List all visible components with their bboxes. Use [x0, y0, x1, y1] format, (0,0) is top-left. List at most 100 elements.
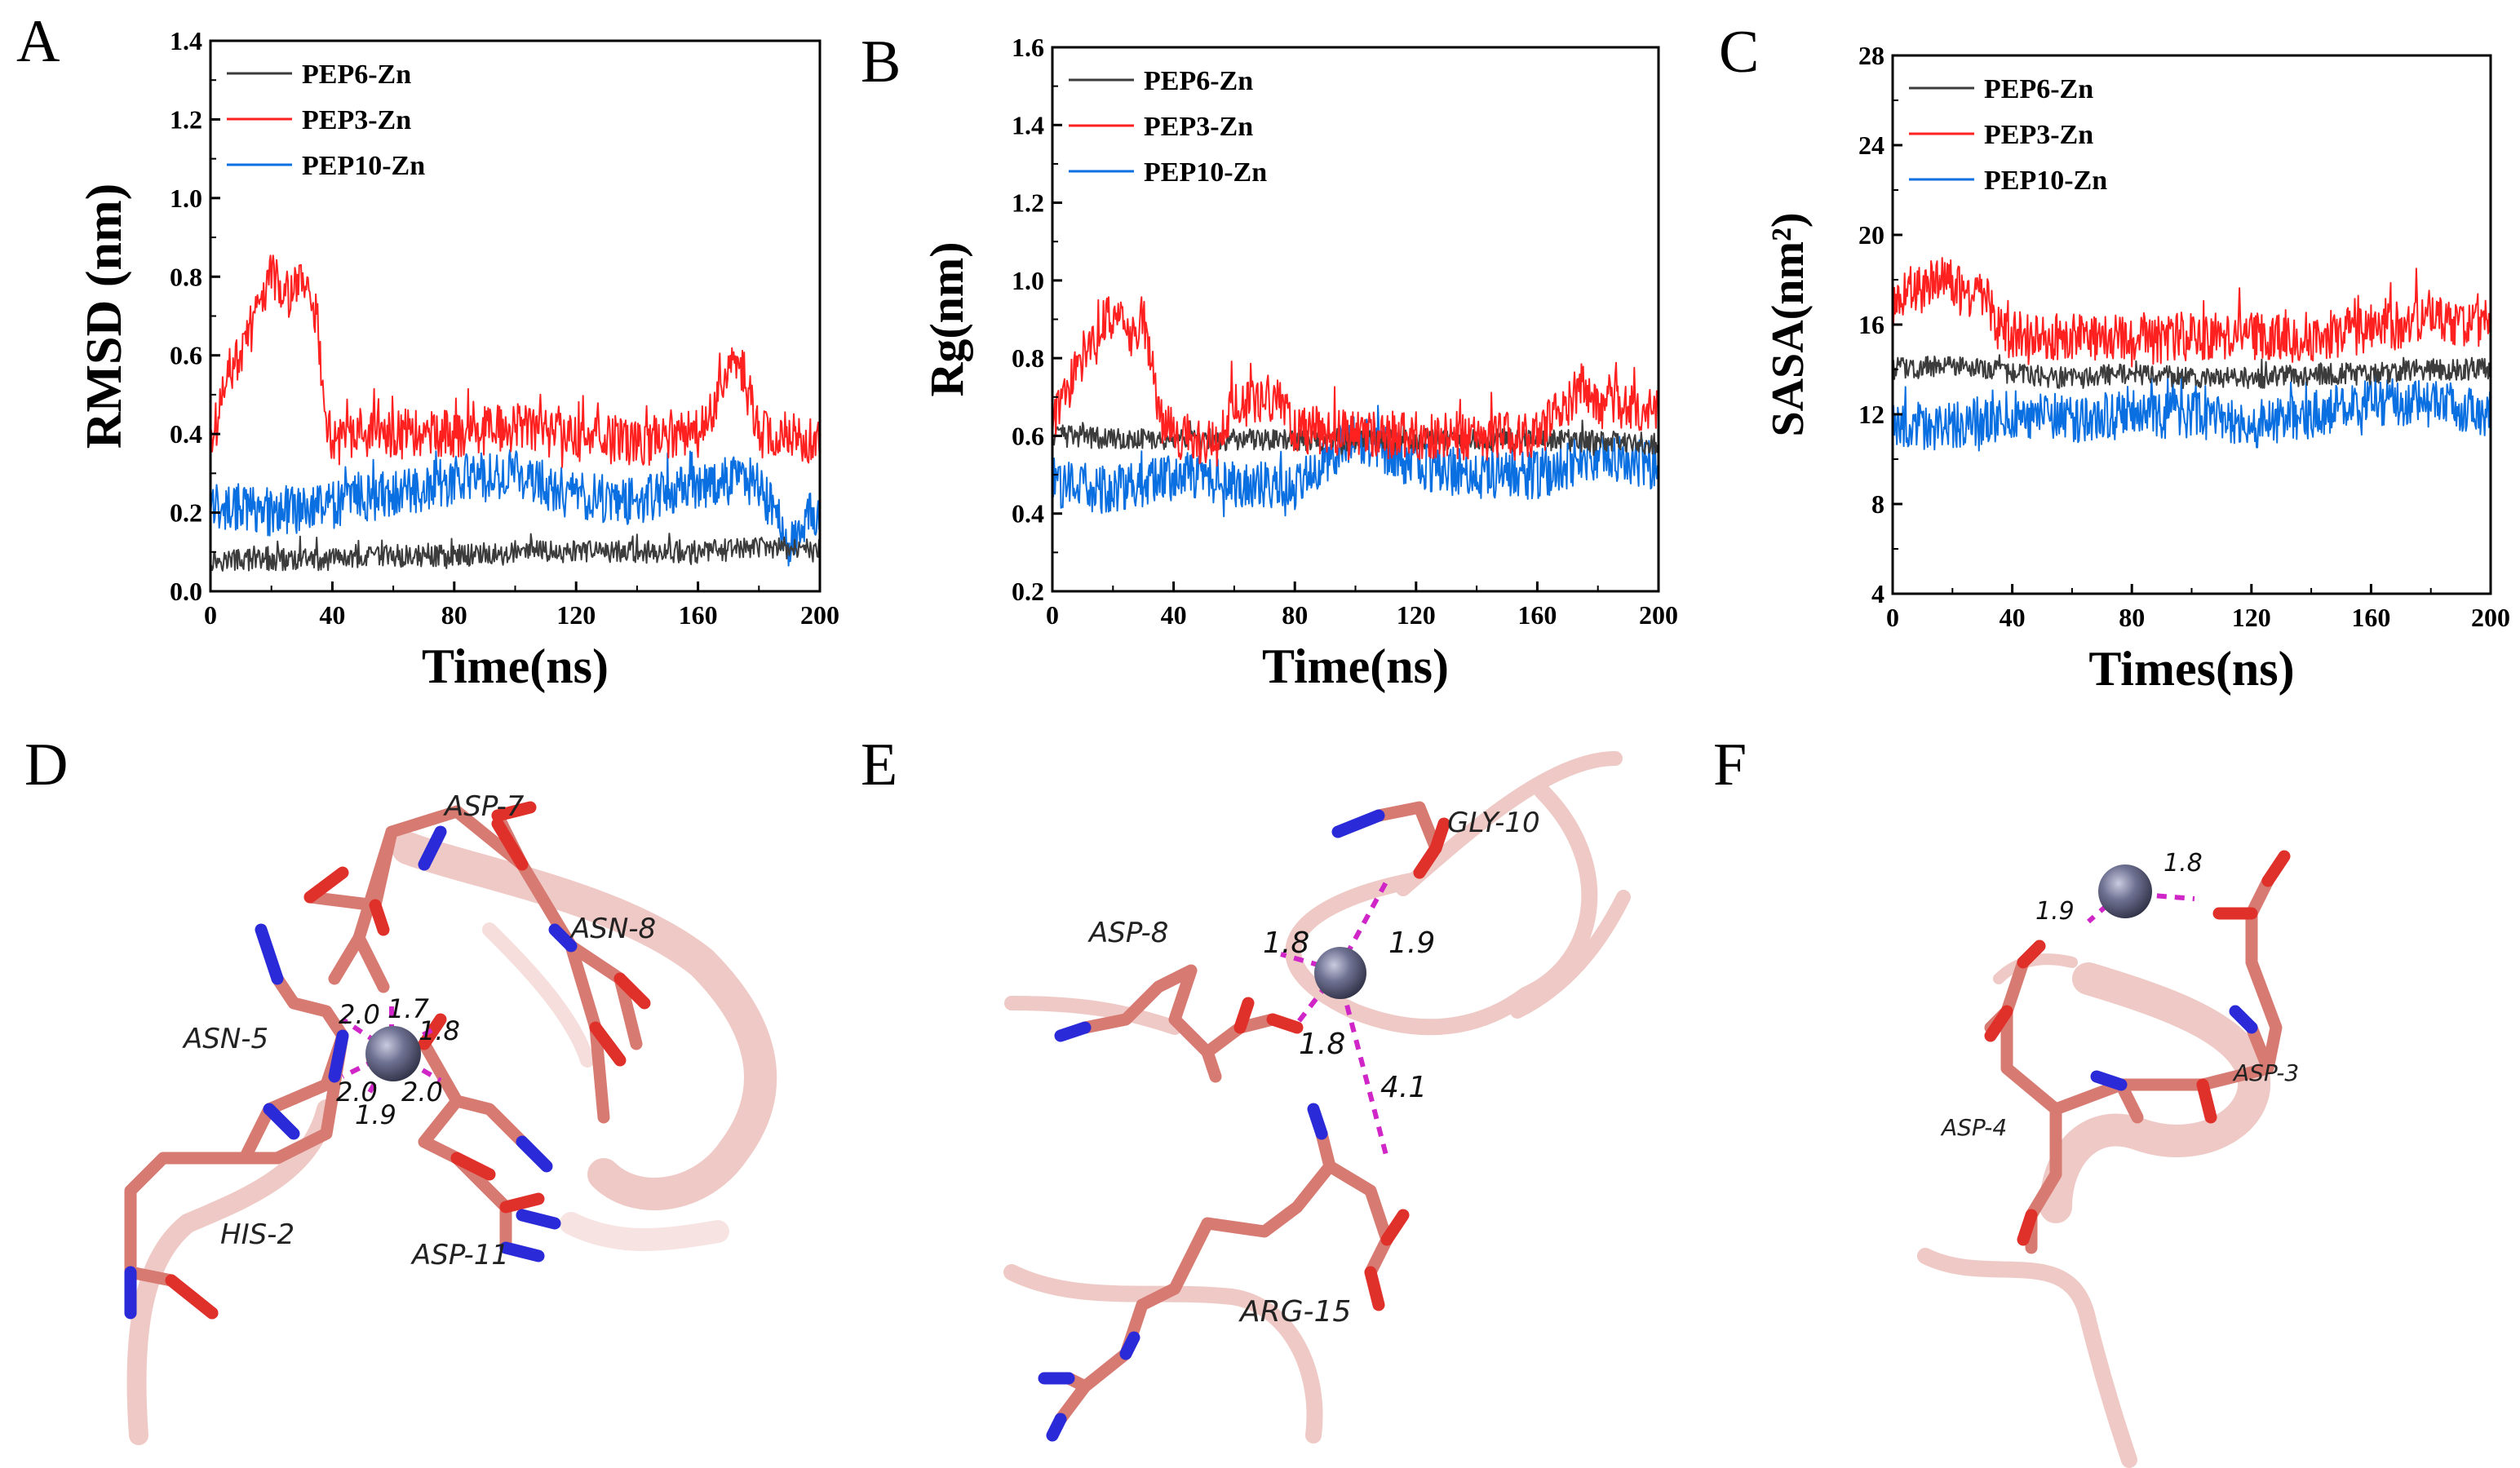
residue-label: ASP-4: [1940, 1114, 2007, 1141]
distance-label: 2.0: [336, 1077, 378, 1108]
y-tick-label: 0.6: [1012, 421, 1044, 450]
pep6-series-line: [210, 533, 821, 572]
pep10-legend-label: PEP10-Zn: [1984, 166, 2107, 196]
distance-label: 1.7: [388, 993, 430, 1024]
x-tick-label: 0: [1886, 603, 1899, 632]
distance-label: 1.8: [1299, 1028, 1345, 1061]
x-tick-label: 200: [800, 600, 839, 630]
y-tick-label: 0.6: [170, 341, 202, 370]
pep3-legend-label: PEP3-Zn: [1144, 112, 1253, 142]
residue-label: ASP-8: [1087, 917, 1168, 949]
distance-label: 1.9: [355, 1099, 396, 1130]
pep10-series-line: [210, 449, 821, 567]
y-tick-label: 20: [1858, 220, 1884, 250]
y-tick-label: 4: [1871, 579, 1884, 608]
x-tick-label: 40: [319, 600, 345, 630]
y-tick-label: 16: [1858, 310, 1884, 339]
x-tick-label: 160: [1517, 600, 1557, 630]
distance-label: 2.0: [339, 999, 380, 1030]
y-tick-label: 1.0: [170, 184, 202, 213]
residue-label: ASP-11: [410, 1239, 509, 1271]
zinc-ion: [365, 1026, 421, 1081]
y-axis-title: Rg(nm): [920, 241, 973, 396]
x-tick-label: 160: [679, 600, 718, 630]
x-tick-label: 40: [1161, 600, 1187, 630]
pep6-legend-label: PEP6-Zn: [1984, 74, 2093, 104]
cartoon-backbone: [1003, 751, 1631, 1444]
pep10-legend-label: PEP10-Zn: [302, 151, 425, 181]
pep3-series-line: [1892, 257, 2491, 368]
x-tick-label: 120: [556, 600, 596, 630]
binding-site-d: D: [24, 732, 777, 1445]
y-tick-label: 1.4: [1012, 110, 1044, 139]
sticks: [1038, 801, 1450, 1442]
x-axis-title: Time(ns): [1262, 639, 1449, 693]
pep6-legend-label: PEP6-Zn: [302, 60, 411, 90]
distance-label: 1.8: [419, 1015, 460, 1046]
y-tick-label: 0.0: [170, 577, 202, 606]
y-tick-label: 8: [1871, 489, 1884, 519]
x-tick-label: 120: [1397, 600, 1436, 630]
zinc-ion: [1314, 947, 1366, 999]
residue-label: ASN-5: [182, 1023, 268, 1055]
y-tick-label: 12: [1858, 400, 1884, 429]
y-axis-title: RMSD (nm): [77, 184, 132, 449]
pep6-series-line: [1052, 419, 1659, 457]
panel-letter-e: E: [861, 732, 897, 798]
panel-letter-b: B: [861, 29, 901, 95]
y-tick-label: 0.2: [170, 498, 202, 528]
residue-label: ASP-7: [443, 790, 525, 823]
y-tick-label: 0.8: [170, 262, 202, 291]
pep3-series-line: [1052, 296, 1659, 467]
pep6-legend-label: PEP6-Zn: [1144, 66, 1253, 96]
x-tick-label: 80: [441, 600, 467, 630]
y-tick-label: 0.4: [170, 419, 202, 449]
distance-label: 4.1: [1380, 1071, 1427, 1104]
x-tick-label: 80: [1282, 600, 1308, 630]
y-tick-label: 1.6: [1012, 33, 1044, 62]
distance-label: 1.8: [1263, 926, 1309, 960]
x-tick-label: 120: [2232, 603, 2271, 632]
pep10-legend-label: PEP10-Zn: [1144, 157, 1267, 188]
panel-letter-d: D: [24, 732, 68, 798]
binding-site-f: F ASP-3 ASP-4 1.9 1.8: [1713, 732, 2299, 1468]
pep6-series-line: [1892, 354, 2491, 390]
panel-letter-a: A: [16, 8, 60, 75]
distance-label: 1.9: [1388, 926, 1435, 960]
binding-site-e: E: [861, 732, 1631, 1444]
x-tick-label: 80: [2119, 603, 2145, 632]
sasa-chart: C 0 40 80 120 160 200 4 8 12 16 20 24 28 Times(ns) SAS…: [1719, 19, 2510, 696]
y-tick-label: 0.8: [1012, 343, 1044, 373]
x-tick-label: 40: [2000, 603, 2026, 632]
distance-label: 1.8: [2163, 849, 2203, 878]
y-tick-label: 1.2: [1012, 188, 1044, 218]
x-tick-label: 0: [204, 600, 217, 630]
x-tick-label: 200: [1639, 600, 1678, 630]
pep3-legend-label: PEP3-Zn: [1984, 120, 2093, 150]
zinc-ion: [2098, 864, 2152, 918]
rmsd-chart: A 0 40 80 120 160 200 0.0 0.2 0.4 0.6 0.8 1.0 1.2 1.4…: [16, 8, 839, 693]
distance-label: 1.9: [2035, 897, 2075, 926]
y-tick-label: 0.4: [1012, 499, 1044, 528]
residue-label: ASN-8: [569, 913, 656, 945]
rg-chart: B 0 40 80 120 160 200 0.2 0.4 0.6 0.8 1.0 1.2 1.4 1.6…: [861, 29, 1678, 693]
y-tick-label: 28: [1858, 41, 1884, 70]
cartoon-backbone: [126, 832, 777, 1445]
panel-letter-f: F: [1713, 732, 1747, 798]
y-tick-label: 1.4: [170, 26, 202, 55]
y-tick-label: 1.2: [170, 104, 202, 134]
x-axis-title: Time(ns): [422, 639, 609, 693]
x-tick-label: 160: [2351, 603, 2390, 632]
x-tick-label: 200: [2471, 603, 2510, 632]
sticks: [124, 801, 651, 1320]
y-tick-label: 24: [1858, 130, 1884, 160]
cartoon-backbone: [1917, 953, 2270, 1468]
coordination-bonds: [1280, 879, 1389, 1159]
y-tick-label: 0.2: [1012, 577, 1044, 606]
pep3-legend-label: PEP3-Zn: [302, 105, 411, 135]
pep10-series-line: [1892, 370, 2491, 452]
residue-label: ARG-15: [1238, 1295, 1351, 1329]
distance-label: 2.0: [401, 1077, 443, 1108]
y-axis-title: SASA(nm²): [1763, 212, 1814, 436]
